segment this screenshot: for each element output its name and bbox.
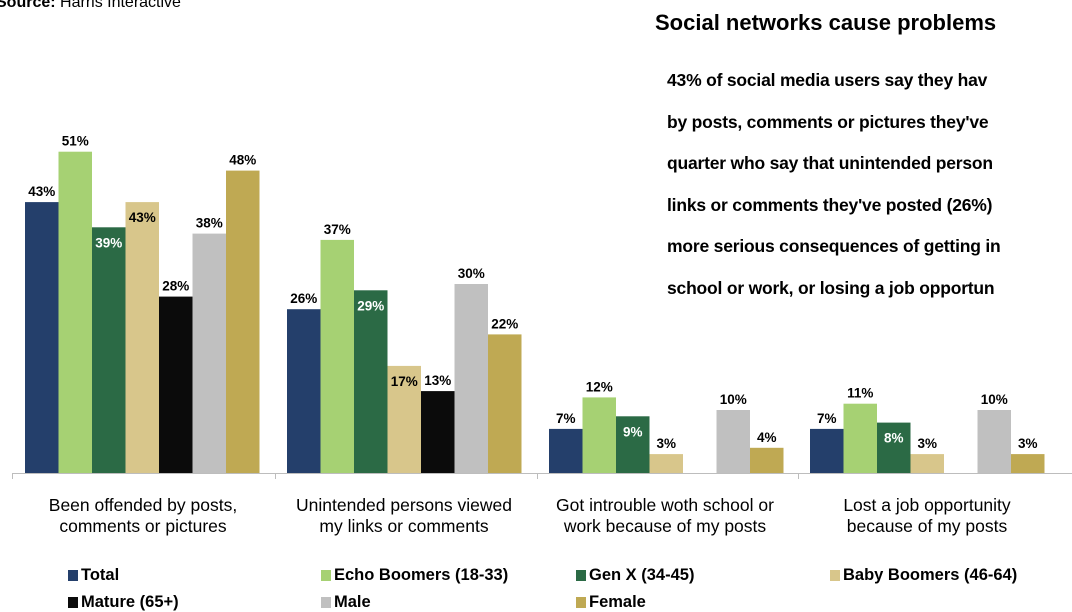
data-label: 11% — [847, 386, 873, 401]
bar — [649, 454, 683, 473]
data-label: 10% — [981, 392, 1008, 407]
data-label: 29% — [357, 298, 384, 313]
data-label: 12% — [586, 379, 613, 394]
bar — [226, 170, 260, 473]
data-label: 22% — [491, 316, 518, 331]
bar — [192, 233, 226, 473]
data-label: 37% — [324, 222, 351, 237]
data-label: 39% — [95, 235, 122, 250]
summary-line: by posts, comments or pictures they've — [667, 111, 989, 132]
bar — [488, 334, 522, 473]
bar — [58, 151, 92, 473]
bar — [843, 403, 877, 473]
data-label: 10% — [720, 392, 747, 407]
summary-line: school or work, or losing a job opportun — [667, 277, 995, 298]
bar — [320, 239, 354, 473]
category-label: Lost a job opportunity — [843, 495, 1011, 515]
source-text: Harris Interactive — [60, 0, 181, 11]
bar — [877, 422, 911, 473]
data-label: 28% — [162, 279, 189, 294]
data-label: 43% — [28, 184, 55, 199]
summary-line: 43% of social media users say they hav — [667, 70, 988, 90]
category-label: because of my posts — [847, 516, 1008, 536]
source-label: Source: — [0, 0, 56, 11]
bar — [977, 410, 1011, 473]
data-label: 51% — [62, 134, 89, 149]
data-label: 7% — [556, 411, 576, 426]
category-label: my links or comments — [319, 516, 488, 536]
summary-line: quarter who say that unintended person — [667, 153, 993, 173]
data-label: 13% — [424, 373, 451, 388]
data-label: 3% — [656, 436, 676, 451]
data-label: 9% — [623, 424, 643, 439]
data-label: 3% — [1018, 436, 1038, 451]
bar — [810, 428, 844, 473]
bar — [125, 202, 159, 473]
data-label: 7% — [817, 411, 837, 426]
bar — [910, 454, 944, 473]
bar — [750, 447, 784, 473]
data-label: 17% — [391, 374, 418, 389]
bar — [1011, 454, 1045, 473]
data-label: 26% — [290, 291, 317, 306]
category-label: Been offended by posts, — [49, 495, 237, 515]
category-label: comments or pictures — [59, 516, 227, 536]
summary-line: links or comments they've posted (26%) — [667, 194, 993, 215]
summary-text: 43% of social media users say they hav b… — [667, 60, 1072, 309]
bar — [549, 428, 583, 473]
data-label: 4% — [757, 430, 777, 445]
data-label: 8% — [884, 431, 904, 446]
bar — [616, 416, 650, 473]
category-label: Got introuble woth school or — [556, 495, 774, 515]
bar — [354, 290, 388, 473]
source-note: Source: Harris Interactive — [0, 0, 181, 12]
bar — [287, 309, 321, 473]
summary-line: more serious consequences of getting in — [667, 236, 1001, 256]
data-label: 48% — [229, 153, 256, 168]
bar — [582, 397, 616, 473]
bar — [92, 227, 126, 473]
bar — [454, 284, 488, 473]
category-label: Unintended persons viewed — [296, 495, 512, 515]
data-label: 3% — [917, 436, 937, 451]
category-label: work because of my posts — [563, 516, 767, 536]
bar — [159, 296, 193, 473]
bar — [387, 365, 421, 473]
bar — [716, 410, 750, 473]
data-label: 38% — [196, 216, 223, 231]
bar — [421, 391, 455, 473]
data-label: 43% — [129, 210, 156, 225]
data-label: 30% — [458, 266, 485, 281]
bar — [25, 202, 59, 473]
headline: Social networks cause problems — [655, 10, 997, 35]
